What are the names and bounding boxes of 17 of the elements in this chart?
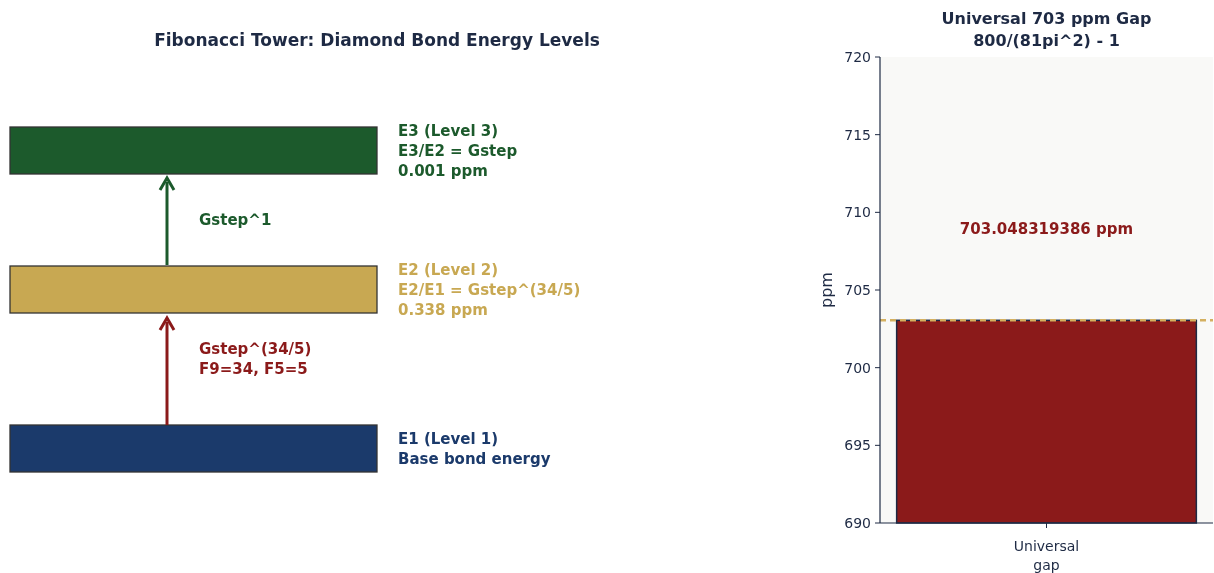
chart-title: Universal 703 ppm Gap 800/(81pi^2) - 1 <box>941 9 1152 50</box>
text: E1 (Level 1) Base bond energy <box>398 429 551 468</box>
text: Fibonacci Tower: Diamond Bond Energy Levels <box>154 30 600 50</box>
text: Gstep^(34/5) F9=34, F5=5 <box>199 340 312 378</box>
y-tick-label: 710 <box>844 204 871 221</box>
y-tick-label: 720 <box>844 49 871 65</box>
y-tick-label: 705 <box>844 282 871 298</box>
y-tick-label: 715 <box>844 126 871 143</box>
y-tick-label: 700 <box>844 359 871 376</box>
text: E3 (Level 3) E3/E2 = Gstep 0.001 ppm <box>398 121 518 180</box>
annotation: 703.048319386 ppm <box>959 220 1134 239</box>
text: E2 (Level 2) E2/E1 = Gstep^(34/5) 0.338 ppm <box>398 260 581 319</box>
y-tick-label: 690 <box>844 515 871 531</box>
y-tick-label: 695 <box>844 437 871 454</box>
x-tick-label: Universal gap <box>1013 538 1080 573</box>
y-axis-title: ppm <box>817 272 836 308</box>
text: Gstep^1 <box>199 211 272 229</box>
